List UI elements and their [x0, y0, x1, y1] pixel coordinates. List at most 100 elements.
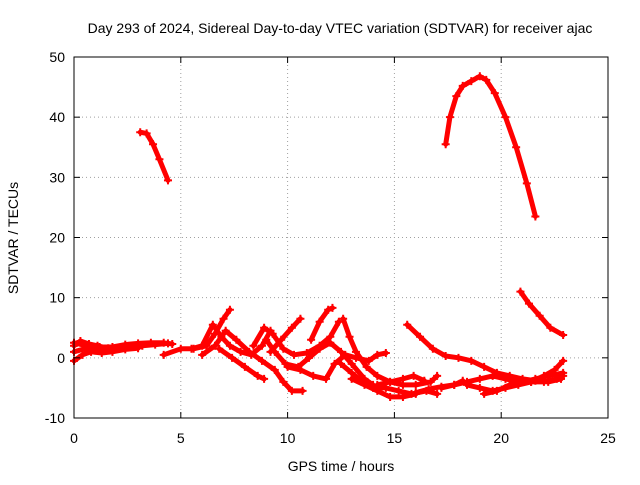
y-tick-label: 10 — [49, 290, 65, 306]
y-tick-label: -10 — [45, 410, 65, 426]
data-point — [426, 377, 435, 386]
data-point — [326, 338, 335, 347]
data-point — [362, 362, 371, 371]
data-point — [219, 314, 228, 323]
data-point — [467, 356, 476, 365]
data-point — [134, 344, 143, 353]
series-track-late-d — [480, 368, 568, 398]
data-point — [260, 374, 269, 383]
data-point — [324, 305, 333, 314]
data-point — [159, 350, 168, 359]
data-point — [424, 385, 433, 394]
data-point — [450, 380, 459, 389]
series-line — [137, 129, 171, 183]
data-point — [232, 335, 241, 344]
data-point — [398, 392, 407, 401]
data-point — [454, 353, 463, 362]
data-point — [270, 365, 279, 374]
chart-title: Day 293 of 2024, Sidereal Day-to-day VTE… — [88, 20, 593, 36]
data-point — [492, 386, 501, 395]
data-point — [236, 347, 245, 356]
data-point — [458, 81, 467, 90]
x-tick-label: 25 — [600, 430, 616, 446]
series-track-mid-m — [373, 371, 429, 389]
y-tick-label: 0 — [57, 350, 65, 366]
data-point — [97, 349, 106, 358]
data-point — [347, 374, 356, 383]
data-point — [480, 389, 489, 398]
data-point — [420, 376, 429, 385]
data-point — [315, 344, 324, 353]
data-point — [155, 155, 164, 164]
data-point — [283, 362, 292, 371]
series-track-mid-g — [266, 314, 305, 356]
data-point — [488, 371, 497, 380]
x-axis-ticks: 0 5 10 15 20 25 — [70, 57, 616, 446]
data-point — [279, 344, 288, 353]
x-tick-label: 15 — [387, 430, 403, 446]
data-point — [394, 386, 403, 395]
data-point — [104, 344, 113, 353]
data-point — [228, 353, 237, 362]
series-track-mid-d — [215, 344, 269, 383]
data-point — [268, 329, 277, 338]
data-point — [187, 344, 196, 353]
x-tick-label: 20 — [493, 430, 509, 446]
y-tick-label: 50 — [49, 49, 65, 65]
data-point — [441, 140, 450, 149]
series-line — [285, 350, 389, 382]
data-point — [360, 380, 369, 389]
data-point — [138, 341, 147, 350]
data-point — [347, 359, 356, 368]
series-line — [340, 316, 440, 388]
y-tick-label: 30 — [49, 169, 65, 185]
data-point — [257, 341, 266, 350]
data-point — [559, 330, 568, 339]
data-point — [398, 374, 407, 383]
data-point — [257, 356, 266, 365]
data-point — [445, 113, 454, 122]
data-point — [304, 353, 313, 362]
series-track-mid-e — [249, 317, 343, 359]
data-point — [386, 392, 395, 401]
x-axis-label: GPS time / hours — [288, 458, 395, 474]
data-point — [411, 388, 420, 397]
data-point — [437, 382, 446, 391]
data-point — [524, 299, 533, 308]
data-point — [433, 389, 442, 398]
y-tick-label: 20 — [49, 230, 65, 246]
data-point — [475, 72, 484, 81]
data-point — [208, 320, 217, 329]
data-point — [501, 374, 510, 383]
data-point — [373, 371, 382, 380]
data-point — [176, 344, 185, 353]
data-point — [351, 347, 360, 356]
data-point — [544, 371, 553, 380]
data-point — [475, 383, 484, 392]
data-point — [475, 374, 484, 383]
data-point — [151, 340, 160, 349]
data-point — [467, 77, 476, 86]
data-point — [518, 377, 527, 386]
data-point — [409, 371, 418, 380]
data-point — [339, 314, 348, 323]
data-point — [84, 339, 93, 348]
data-point — [240, 362, 249, 371]
series-line — [268, 316, 303, 355]
data-point — [559, 368, 568, 377]
data-point — [149, 140, 158, 149]
data-point — [373, 380, 382, 389]
data-point — [198, 350, 207, 359]
data-point — [260, 323, 269, 332]
data-point — [249, 341, 258, 350]
data-point — [210, 341, 219, 350]
data-point — [163, 339, 172, 348]
data-point — [505, 380, 514, 389]
data-point — [287, 386, 296, 395]
series-track-mid-h — [283, 349, 390, 383]
data-point — [403, 320, 412, 329]
data-point — [433, 371, 442, 380]
series-track-mid-c — [198, 326, 307, 395]
data-point — [411, 380, 420, 389]
